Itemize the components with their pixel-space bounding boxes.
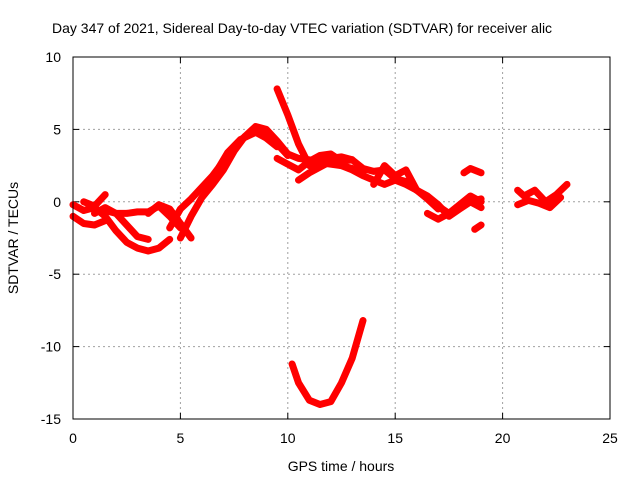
series-track-15 — [460, 165, 485, 177]
series-track-13 — [370, 162, 485, 220]
y-tick-label: -10 — [41, 339, 61, 355]
series-track-11 — [273, 150, 356, 174]
series-track-18 — [514, 180, 571, 206]
ticks: 0 5 10 15 20 25 -15 -10 -5 0 5 10 — [41, 49, 618, 446]
grid-lines — [73, 57, 610, 419]
series-track-16 — [471, 221, 485, 233]
series-track-1 — [69, 201, 174, 255]
x-axis-label: GPS time / hours — [288, 458, 395, 474]
y-tick-label: -5 — [49, 266, 62, 282]
y-tick-label: 5 — [53, 121, 61, 137]
y-tick-label: 10 — [45, 49, 61, 65]
series-track-2 — [69, 212, 109, 229]
series-track-9 — [215, 128, 281, 171]
plot-frame — [72, 56, 611, 420]
y-axis-label: SDTVAR / TECUs — [5, 182, 21, 294]
y-tick-label: 0 — [53, 194, 61, 210]
series-track-19 — [514, 194, 565, 212]
series-track-14 — [423, 192, 485, 223]
x-tick-label: 0 — [69, 430, 77, 446]
series-track-5 — [101, 202, 184, 232]
x-tick-label: 25 — [602, 430, 618, 446]
x-tick-label: 15 — [387, 430, 403, 446]
x-tick-label: 10 — [280, 430, 296, 446]
series-track-3 — [80, 191, 109, 210]
data-series — [69, 85, 571, 408]
x-tick-label: 20 — [495, 430, 511, 446]
chart-title: Day 347 of 2021, Sidereal Day-to-day VTE… — [52, 20, 552, 36]
series-track-17 — [288, 317, 367, 408]
y-tick-label: -15 — [41, 411, 61, 427]
x-tick-label: 5 — [177, 430, 185, 446]
